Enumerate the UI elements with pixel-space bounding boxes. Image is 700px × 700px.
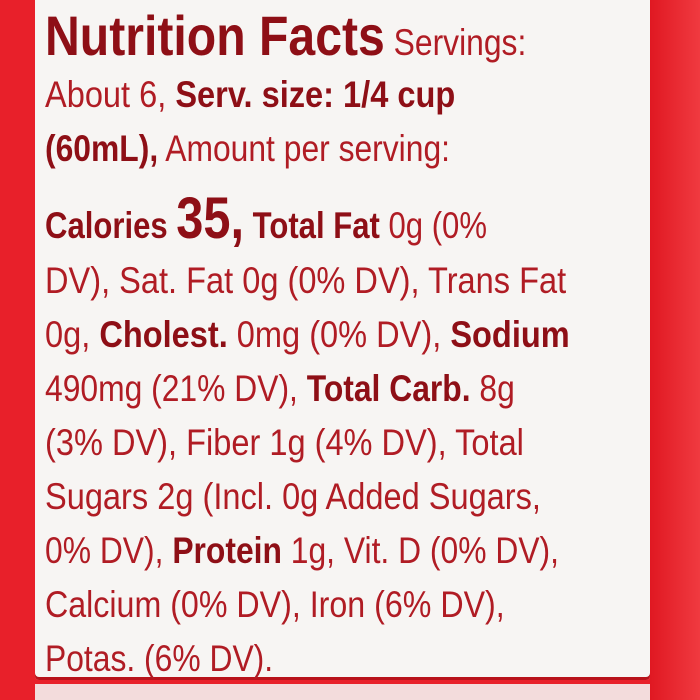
label-bold-text: Total Carb. <box>306 368 471 409</box>
label-bold-text: Calories <box>45 205 177 246</box>
label-line: Nutrition Facts Servings: <box>45 8 526 64</box>
label-line: (60mL), Amount per serving: <box>45 130 450 167</box>
label-text: 1g, Vit. D (0% DV), <box>281 530 559 571</box>
label-line: Calories 35, Total Fat 0g (0% <box>45 190 487 248</box>
label-text: Amount per serving: <box>158 128 450 169</box>
label-bold-text: Sodium <box>450 314 570 355</box>
label-bold-text: 35, <box>176 186 245 251</box>
label-text: 0g, <box>45 314 100 355</box>
label-bold-text: Cholest. <box>99 314 228 355</box>
label-line: DV), Sat. Fat 0g (0% DV), Trans Fat <box>45 262 566 299</box>
label-bottom-strip <box>35 684 650 700</box>
label-text: Potas. (6% DV). <box>45 638 274 679</box>
label-text: 0% DV), <box>45 530 173 571</box>
label-text: Calcium (0% DV), Iron (6% DV), <box>45 584 505 625</box>
label-bold-text: Nutrition Facts <box>45 4 385 67</box>
label-bold-text: (60mL), <box>45 128 159 169</box>
label-panel <box>35 0 650 680</box>
label-text: Sugars 2g (Incl. 0g Added Sugars, <box>45 476 541 517</box>
label-text: About 6, <box>45 74 176 115</box>
label-bold-text: Protein <box>172 530 282 571</box>
label-text: (3% DV), Fiber 1g (4% DV), Total <box>45 422 524 463</box>
red-border-right <box>650 0 700 700</box>
label-text: 0mg (0% DV), <box>227 314 451 355</box>
label-bold-text: Total Fat <box>244 205 380 246</box>
label-line: Sugars 2g (Incl. 0g Added Sugars, <box>45 478 541 515</box>
label-text: 8g <box>470 368 515 409</box>
label-line: 490mg (21% DV), Total Carb. 8g <box>45 370 515 407</box>
label-bold-text: Serv. size: 1/4 cup <box>175 74 456 115</box>
label-line: 0% DV), Protein 1g, Vit. D (0% DV), <box>45 532 559 569</box>
label-line: Potas. (6% DV). <box>45 640 273 677</box>
label-text: Servings: <box>384 22 527 63</box>
label-text: 490mg (21% DV), <box>45 368 307 409</box>
label-line: Calcium (0% DV), Iron (6% DV), <box>45 586 505 623</box>
label-text: 0g (0% <box>379 205 487 246</box>
label-line: 0g, Cholest. 0mg (0% DV), Sodium <box>45 316 570 353</box>
label-line: (3% DV), Fiber 1g (4% DV), Total <box>45 424 524 461</box>
label-text: DV), Sat. Fat 0g (0% DV), Trans Fat <box>45 260 567 301</box>
label-line: About 6, Serv. size: 1/4 cup <box>45 76 455 113</box>
